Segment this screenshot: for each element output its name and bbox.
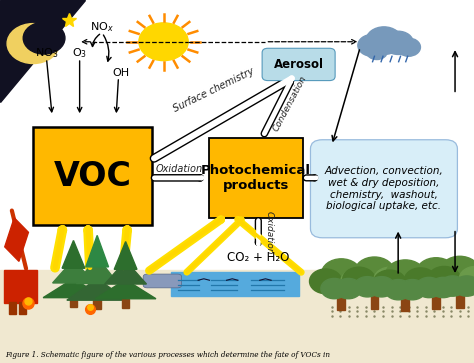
Bar: [93, 300, 101, 309]
Polygon shape: [62, 241, 85, 268]
Bar: [19, 302, 26, 314]
Bar: [371, 287, 378, 309]
Text: Photochemical
products: Photochemical products: [201, 164, 311, 192]
Circle shape: [7, 24, 59, 64]
Circle shape: [439, 276, 466, 296]
Bar: [70, 298, 77, 307]
Text: Figure 1. Schematic figure of the various processes which determine the fate of : Figure 1. Schematic figure of the variou…: [5, 351, 330, 359]
Bar: [9, 302, 16, 314]
Circle shape: [321, 278, 347, 299]
Text: CO₂ + H₂O: CO₂ + H₂O: [227, 251, 290, 264]
FancyBboxPatch shape: [262, 48, 335, 81]
Bar: [432, 287, 440, 309]
Bar: [0, 270, 474, 363]
Text: Aerosol: Aerosol: [273, 58, 324, 71]
Text: Oxidation: Oxidation: [155, 164, 203, 174]
Circle shape: [416, 258, 456, 288]
Circle shape: [399, 280, 426, 300]
Circle shape: [310, 269, 342, 294]
Polygon shape: [0, 0, 85, 102]
Text: NO$_3$: NO$_3$: [35, 46, 58, 60]
Circle shape: [374, 270, 406, 295]
Circle shape: [404, 268, 437, 293]
Bar: [4, 270, 37, 303]
Circle shape: [454, 276, 474, 296]
Circle shape: [405, 270, 437, 295]
Circle shape: [366, 44, 387, 60]
Circle shape: [366, 27, 402, 54]
Circle shape: [385, 280, 411, 300]
FancyBboxPatch shape: [310, 140, 457, 238]
Circle shape: [23, 22, 65, 54]
Bar: [209, 138, 303, 218]
Circle shape: [341, 269, 373, 294]
Circle shape: [139, 23, 188, 61]
Bar: [401, 290, 409, 311]
FancyBboxPatch shape: [143, 274, 182, 288]
Circle shape: [428, 266, 460, 291]
Text: Condensation: Condensation: [272, 74, 309, 133]
Text: Oxidation: Oxidation: [264, 211, 273, 255]
Circle shape: [355, 257, 394, 287]
Text: O$_3$: O$_3$: [72, 46, 87, 60]
Circle shape: [354, 277, 381, 297]
Text: Surface chemistry: Surface chemistry: [171, 66, 255, 114]
Text: NO$_x$: NO$_x$: [90, 20, 114, 34]
Circle shape: [343, 267, 375, 292]
Circle shape: [397, 38, 420, 56]
Bar: [456, 286, 464, 308]
Circle shape: [440, 256, 474, 287]
Text: VOC: VOC: [54, 160, 131, 192]
Circle shape: [368, 277, 395, 297]
Bar: [337, 289, 345, 310]
Circle shape: [335, 278, 362, 299]
Polygon shape: [171, 272, 299, 296]
Circle shape: [321, 259, 361, 289]
Polygon shape: [43, 279, 104, 298]
Circle shape: [430, 277, 456, 298]
Polygon shape: [95, 280, 156, 299]
Polygon shape: [76, 257, 118, 284]
Polygon shape: [114, 242, 137, 269]
Polygon shape: [53, 260, 94, 283]
Polygon shape: [67, 279, 128, 300]
Bar: [33, 127, 152, 225]
Circle shape: [385, 260, 425, 290]
Text: OH: OH: [112, 68, 129, 78]
Circle shape: [436, 268, 468, 293]
Circle shape: [383, 31, 413, 54]
Circle shape: [358, 34, 386, 56]
Text: Advection, convection,
wet & dry deposition,
chemistry,  washout,
biological upt: Advection, convection, wet & dry deposit…: [325, 166, 443, 211]
Circle shape: [459, 266, 474, 291]
Bar: [122, 299, 129, 308]
Polygon shape: [5, 218, 28, 261]
Polygon shape: [105, 261, 146, 284]
Circle shape: [416, 277, 442, 298]
Polygon shape: [86, 236, 109, 267]
Circle shape: [374, 267, 406, 292]
